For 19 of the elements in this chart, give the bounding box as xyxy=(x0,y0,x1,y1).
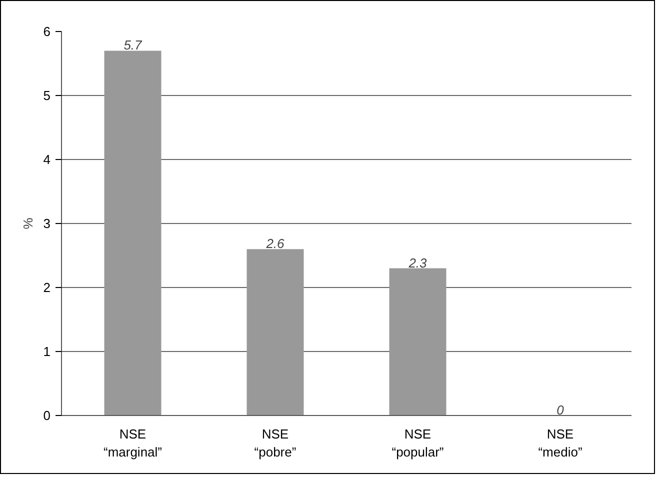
x-tick-label: NSE “popular” xyxy=(392,426,444,460)
data-label: 2.6 xyxy=(265,236,286,252)
data-label: 0 xyxy=(556,402,565,418)
x-tick-label: NSE “medio” xyxy=(538,426,582,460)
x-tick-label: NSE “marginal” xyxy=(103,426,162,460)
y-tick-label: 3 xyxy=(43,216,51,231)
y-tick-label: 1 xyxy=(43,344,51,359)
bar xyxy=(389,268,446,416)
x-tick-label: NSE “pobre” xyxy=(254,426,296,460)
y-tick-label: 0 xyxy=(43,408,51,423)
bar xyxy=(246,249,304,416)
y-tick-label: 6 xyxy=(43,24,51,39)
y-tick-label: 5 xyxy=(43,88,51,103)
y-axis-title: % xyxy=(20,217,36,230)
bar xyxy=(104,50,162,416)
y-tick-label: 4 xyxy=(43,152,51,167)
data-label: 2.3 xyxy=(408,255,428,270)
y-tick-label: 2 xyxy=(43,280,51,295)
data-label: 5.7 xyxy=(124,38,143,53)
